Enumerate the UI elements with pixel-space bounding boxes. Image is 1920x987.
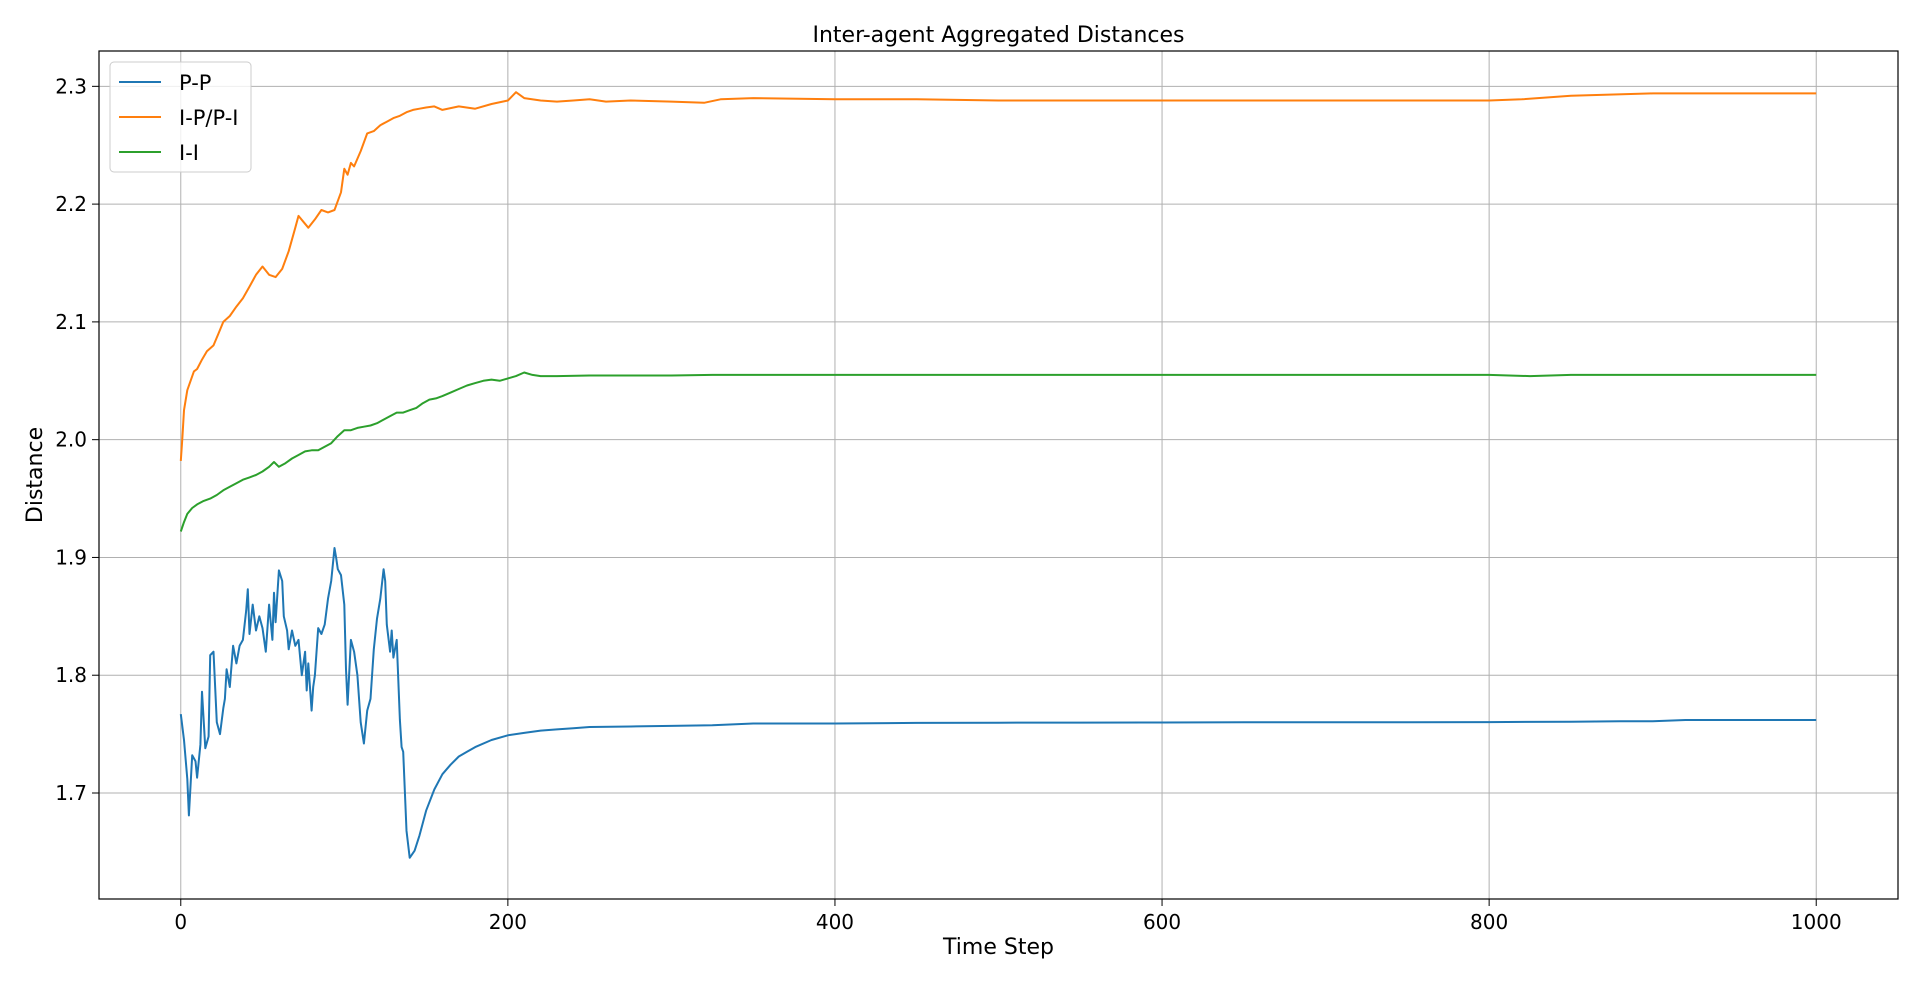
x-tick-label: 600 <box>1143 910 1181 934</box>
x-tick-label: 1000 <box>1791 910 1842 934</box>
x-tick-label: 200 <box>489 910 527 934</box>
y-tick-label: 2.3 <box>55 74 87 98</box>
y-tick-label: 1.8 <box>55 663 87 687</box>
legend-label: I-P/P-I <box>179 106 238 130</box>
y-tick-label: 2.1 <box>55 310 87 334</box>
chart-title: Inter-agent Aggregated Distances <box>812 23 1184 48</box>
series-line-i-i <box>179 371 1817 532</box>
plot-frame <box>98 50 1899 900</box>
y-tick-label: 1.9 <box>55 545 87 569</box>
series-lines <box>179 91 1817 859</box>
grid <box>99 51 1898 899</box>
axis-ticks: 0 200 400 600 800 1000 1.7 1.8 1.9 2.0 2.1 2.2 2.3 <box>55 74 1841 934</box>
legend-label: P-P <box>179 71 211 95</box>
x-tick-label: 0 <box>174 910 187 934</box>
legend-box <box>109 61 252 173</box>
x-tick-label: 400 <box>816 910 854 934</box>
legend-label: I-I <box>179 141 199 165</box>
legend: P-P I-P/P-I I-I <box>109 61 252 173</box>
series-line-i-p-p-i <box>179 91 1817 461</box>
y-axis-label: Distance <box>23 427 48 523</box>
x-axis-label: Time Step <box>942 935 1054 960</box>
y-tick-label: 2.2 <box>55 192 87 216</box>
series-line-p-p <box>179 547 1817 859</box>
x-tick-label: 800 <box>1470 910 1508 934</box>
y-tick-label: 2.0 <box>55 428 87 452</box>
y-tick-label: 1.7 <box>55 781 87 805</box>
